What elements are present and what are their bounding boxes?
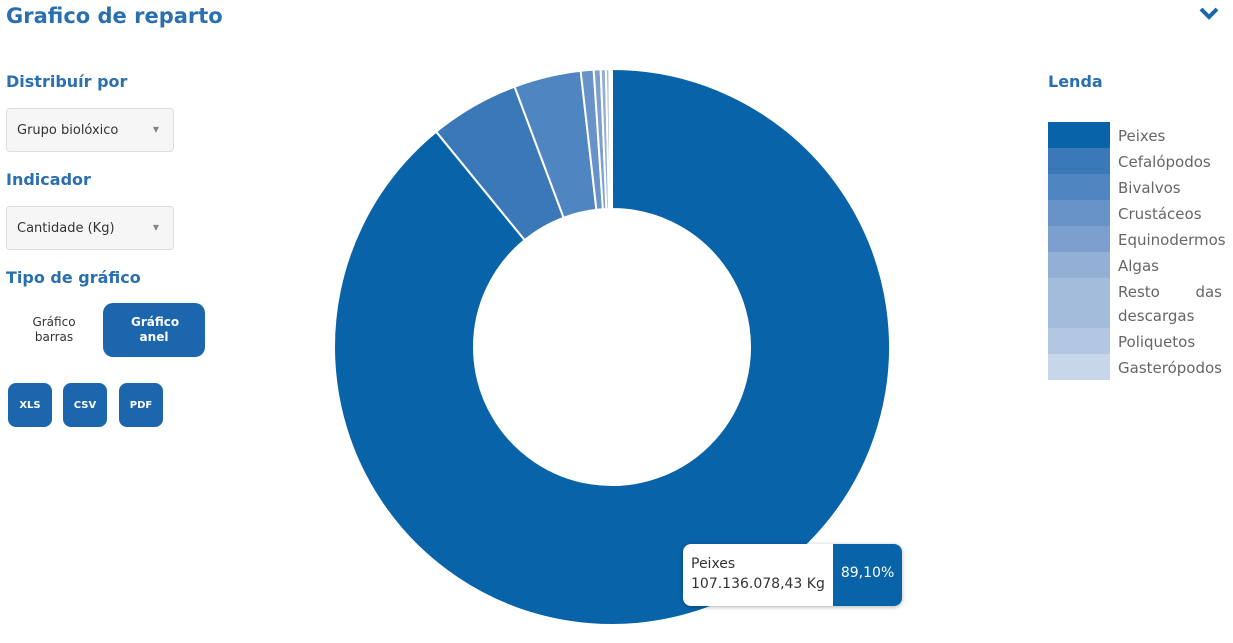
legend-label: Algas <box>1118 257 1159 275</box>
page-title: Grafico de reparto <box>6 4 223 28</box>
legend-item[interactable]: Bivalvos <box>1048 174 1233 200</box>
distribute-label: Distribuír por <box>6 72 128 91</box>
tooltip: Peixes 107.136.078,43 Kg 89,10% <box>683 544 903 606</box>
distribute-select[interactable]: Grupo biolóxico <box>6 108 174 152</box>
legend-swatch <box>1048 122 1110 148</box>
legend-item[interactable]: Algas <box>1048 252 1233 278</box>
legend-label: Bivalvos <box>1118 179 1181 197</box>
legend-swatch <box>1048 226 1110 252</box>
legend-label: Poliquetos <box>1118 333 1196 351</box>
legend-item[interactable]: Cefalópodos <box>1048 148 1233 174</box>
download-pdf[interactable]: PDF <box>119 383 163 427</box>
legend-label: Cefalópodos <box>1118 153 1211 171</box>
legend-swatch <box>1048 354 1110 380</box>
ring-chart-button[interactable]: Gráfico anel <box>103 303 205 357</box>
legend-item[interactable]: Poliquetos <box>1048 328 1233 354</box>
download-xls[interactable]: XLS <box>8 383 52 427</box>
collapse-chevron[interactable] <box>1198 6 1220 22</box>
legend-item[interactable]: Crustáceos <box>1048 200 1233 226</box>
select-value: Grupo biolóxico <box>17 123 119 138</box>
donut-slice[interactable] <box>333 67 891 626</box>
tooltip-percent: 89,10% <box>832 544 903 606</box>
legend-item[interactable]: Gasterópodos <box>1048 354 1233 380</box>
tooltip-body: Peixes 107.136.078,43 Kg <box>683 544 833 606</box>
legend-item[interactable]: Resto das descargas <box>1048 278 1233 328</box>
legend-swatch <box>1048 200 1110 226</box>
legend-label: Crustáceos <box>1118 205 1202 223</box>
legend-label: Peixes <box>1118 127 1166 145</box>
legend-label: Gasterópodos <box>1118 359 1222 377</box>
legend-swatch <box>1048 328 1110 354</box>
select-value: Cantidade (Kg) <box>17 221 115 236</box>
legend-label: Resto das descargas <box>1118 283 1222 325</box>
legend-swatch <box>1048 148 1110 174</box>
donut-slice[interactable] <box>610 67 613 211</box>
legend-swatch <box>1048 278 1110 328</box>
donut-chart <box>333 67 891 626</box>
legend-item[interactable]: Peixes <box>1048 122 1233 148</box>
tooltip-name: Peixes <box>691 556 736 572</box>
legend-item[interactable]: Equinodermos <box>1048 226 1233 252</box>
download-csv[interactable]: CSV <box>63 383 107 427</box>
indicator-select[interactable]: Cantidade (Kg) <box>6 206 174 250</box>
bar-chart-button[interactable]: Gráfico barras <box>32 315 76 344</box>
legend-swatch <box>1048 252 1110 278</box>
tooltip-amount: 107.136.078,43 Kg <box>691 576 825 592</box>
legend-swatch <box>1048 174 1110 200</box>
legend-label: Equinodermos <box>1118 231 1226 249</box>
chart-type-label: Tipo de gráfico <box>6 268 141 287</box>
legend: Peixes Cefalópodos Bivalvos Crustáceos Equin… <box>1048 122 1233 380</box>
legend-title: Lenda <box>1048 72 1103 91</box>
indicator-label: Indicador <box>6 170 91 189</box>
